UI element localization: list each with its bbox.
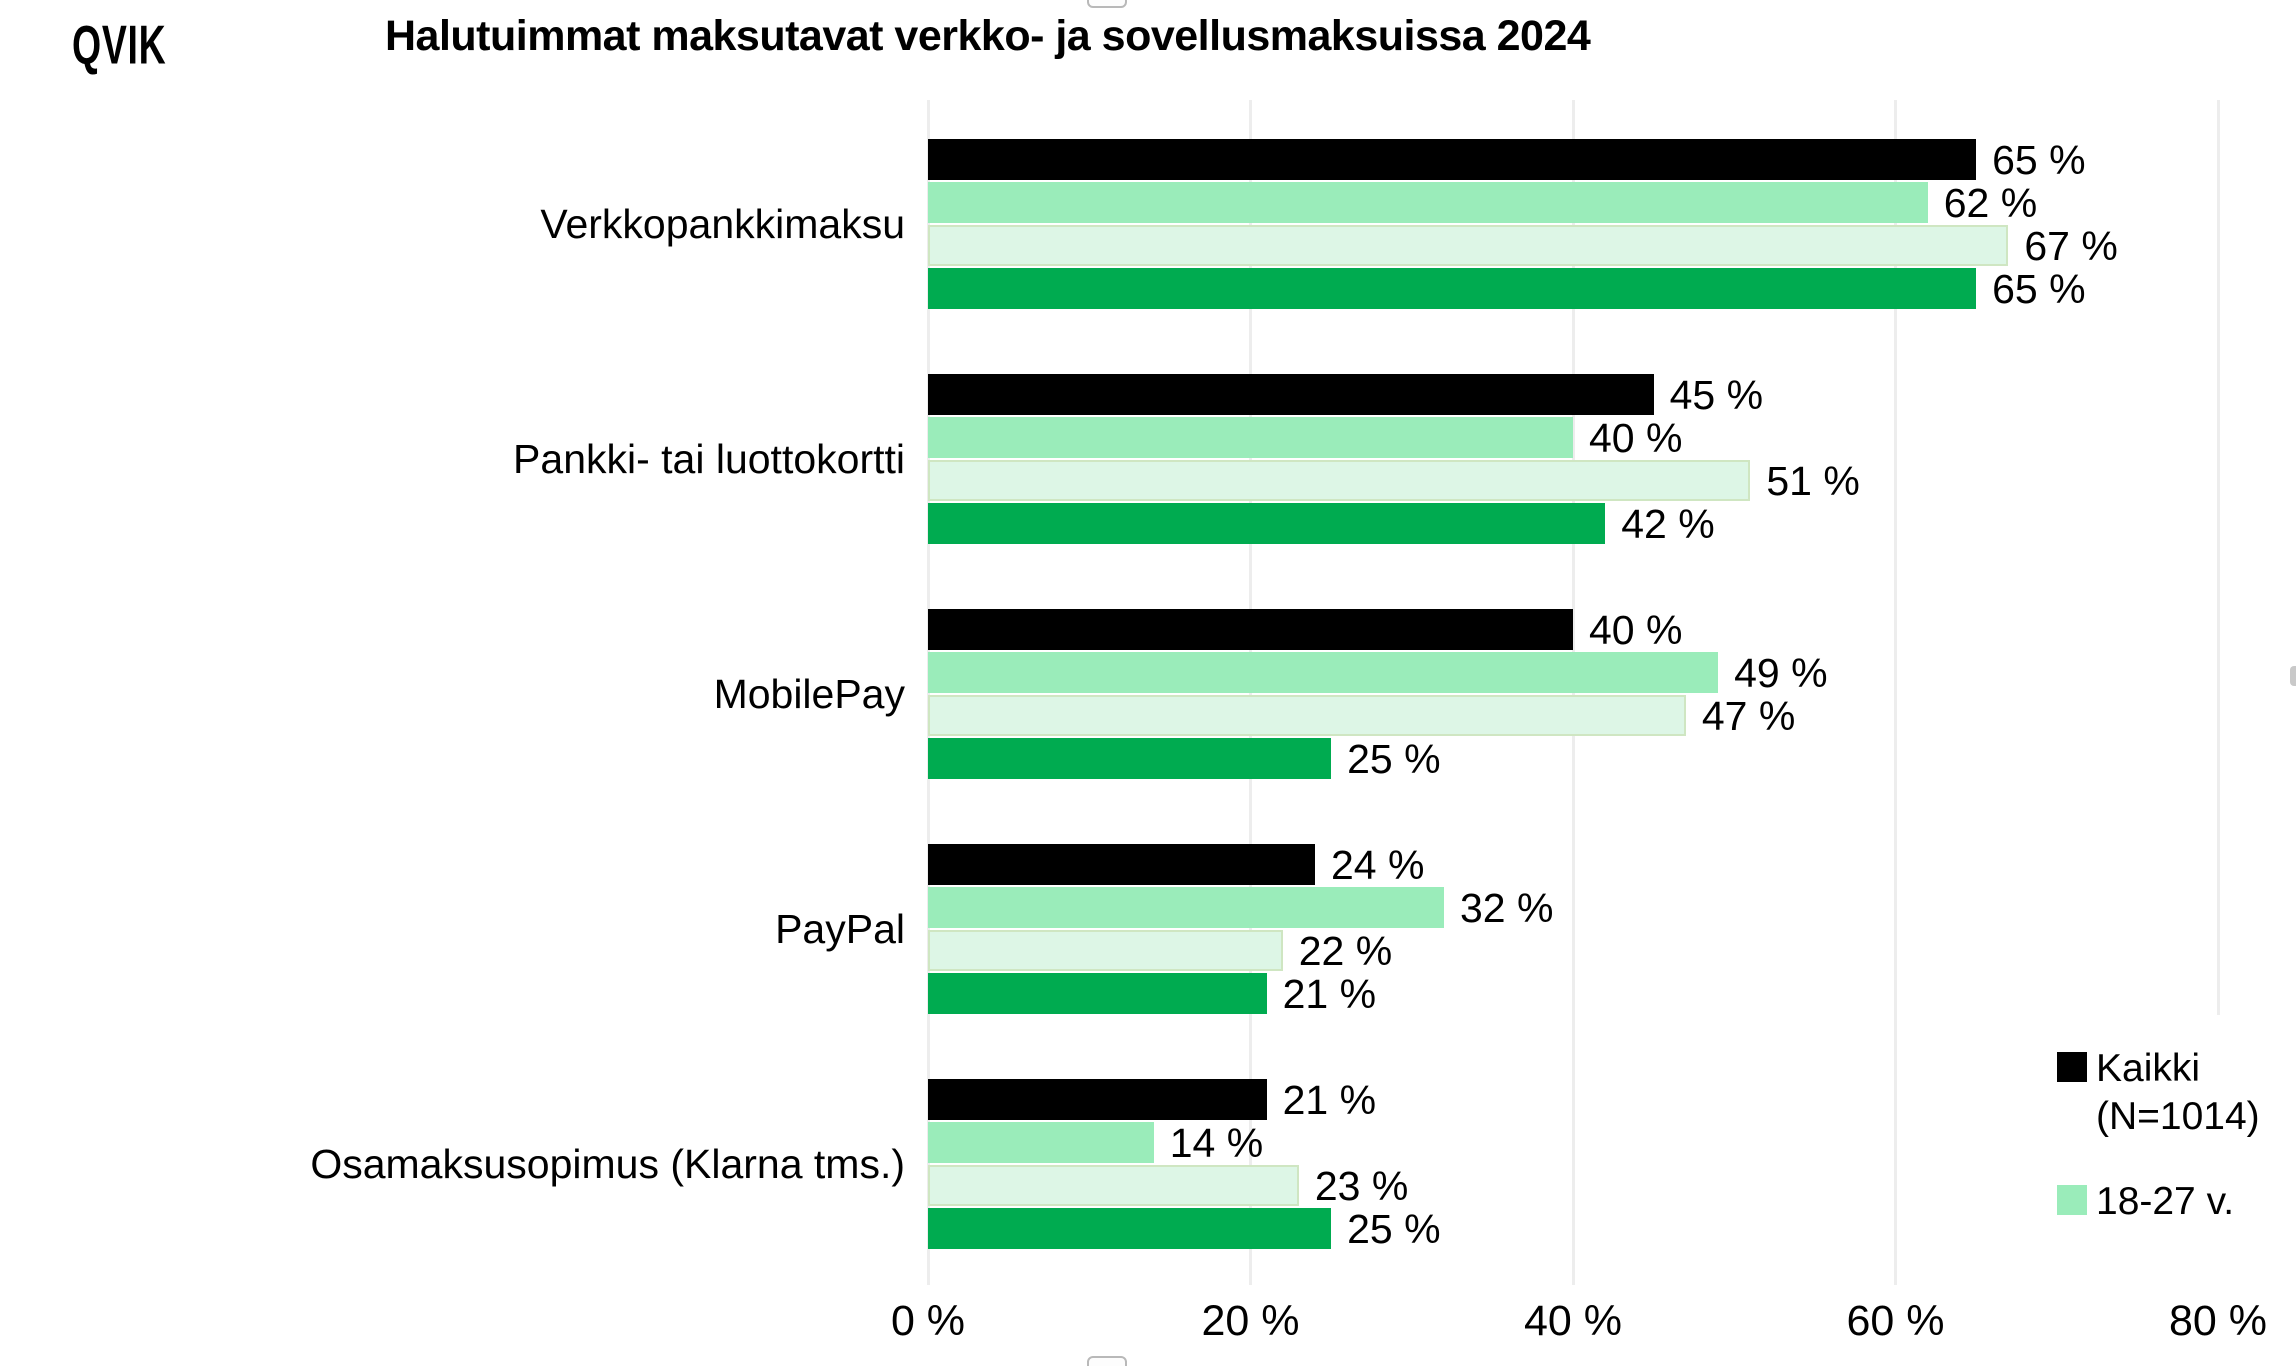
bar [928, 930, 1283, 971]
x-axis-tick-label: 40 % [1523, 1297, 1622, 1345]
bar [928, 844, 1315, 885]
bar [928, 1165, 1299, 1206]
bar [928, 268, 1977, 309]
bar-value-label: 24 % [1331, 842, 1425, 888]
bar-value-label: 47 % [1701, 693, 1796, 739]
bar-value-label: 40 % [1589, 415, 1683, 461]
bar [928, 225, 2009, 266]
legend-label-kaikki-line2: (N=1014) [2096, 1095, 2260, 1138]
category-label: PayPal [775, 906, 905, 952]
bar-value-label: 21 % [1282, 971, 1377, 1017]
bar-value-label: 67 % [2024, 223, 2118, 269]
bar-value-label: 42 % [1621, 501, 1715, 547]
bar-value-label: 65 % [1992, 266, 2086, 312]
bar [928, 609, 1573, 650]
bar [928, 182, 1928, 223]
bar [928, 1079, 1267, 1120]
bar [928, 1122, 1154, 1163]
legend: Kaikki (N=1014) 18-27 v. [2030, 1015, 2296, 1287]
chart-title: Halutuimmat maksutavat verkko- ja sovell… [385, 12, 1591, 60]
bar [928, 887, 1444, 928]
bar [928, 417, 1573, 458]
bar [928, 374, 1654, 415]
x-axis-tick-label: 80 % [2168, 1297, 2267, 1345]
legend-swatch-18-27 [2057, 1185, 2087, 1215]
gridline [2216, 100, 2220, 1285]
ui-artifact-top [1087, 0, 1127, 8]
bar [928, 652, 1719, 693]
bar-value-label: 49 % [1734, 650, 1828, 696]
legend-label-kaikki-line1: Kaikki [2096, 1047, 2201, 1090]
bar-value-label: 22 % [1298, 928, 1393, 974]
bar-value-label: 32 % [1460, 885, 1554, 931]
ui-artifact-bottom [1087, 1356, 1127, 1366]
bar [928, 1208, 1332, 1249]
bar [928, 973, 1267, 1014]
bar-value-label: 40 % [1589, 607, 1683, 653]
bar-value-label: 51 % [1766, 458, 1860, 504]
x-axis-tick-label: 20 % [1201, 1297, 1300, 1345]
legend-label-18-27-line1: 18-27 v. [2096, 1180, 2235, 1223]
bar-value-label: 23 % [1314, 1163, 1409, 1209]
bar [928, 460, 1751, 501]
legend-label-kaikki: Kaikki (N=1014) [2096, 1045, 2260, 1141]
qvik-logo: QVIK [72, 15, 167, 76]
x-axis-tick-label: 60 % [1846, 1297, 1945, 1345]
bar-value-label: 65 % [1992, 137, 2086, 183]
scrollbar-thumb[interactable] [2290, 666, 2296, 686]
bar-value-label: 21 % [1282, 1077, 1377, 1123]
x-axis-tick-label: 0 % [890, 1297, 966, 1345]
gridline [1894, 100, 1897, 1285]
category-label: Verkkopankkimaksu [540, 201, 905, 247]
bar-value-label: 25 % [1347, 1206, 1441, 1252]
bar-value-label: 45 % [1669, 372, 1764, 418]
bar-value-label: 14 % [1169, 1120, 1264, 1166]
bar [928, 738, 1332, 779]
bar [928, 139, 1977, 180]
category-label: Osamaksusopimus (Klarna tms.) [310, 1141, 905, 1187]
bar [928, 695, 1686, 736]
category-label: Pankki- tai luottokortti [513, 436, 905, 482]
bar-value-label: 25 % [1347, 736, 1441, 782]
legend-swatch-kaikki [2057, 1052, 2087, 1082]
bar [928, 503, 1606, 544]
bar-value-label: 62 % [1943, 180, 2038, 226]
category-label: MobilePay [713, 671, 905, 717]
legend-label-18-27: 18-27 v. [2096, 1178, 2234, 1226]
